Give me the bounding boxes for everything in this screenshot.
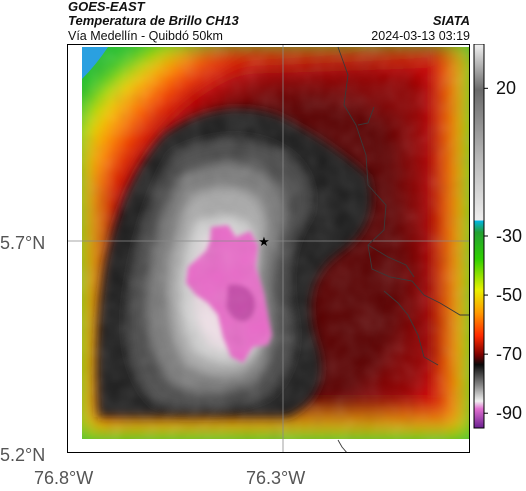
admin-borders [337, 46, 469, 452]
lat-label-5-2N: 5.2°N [0, 445, 46, 465]
temperature-field [78, 45, 469, 439]
colorbar-tick-label: 20 [496, 78, 517, 99]
colorbar-tick-label: -50 [496, 285, 523, 306]
colorbar-gradient [473, 44, 485, 429]
lat-label-5-7N: 5.7°N [0, 233, 46, 253]
colorbar-tick-label: -30 [496, 226, 523, 246]
lon-label-76-3W: 76.3°W [246, 468, 306, 488]
brightness-temperature-map: ★ [68, 45, 469, 452]
map-panel[interactable]: ★ [67, 44, 470, 453]
organization-label: SIATA [432, 13, 470, 28]
colorbar-tick-label: -90 [496, 403, 523, 424]
satellite-name: GOES-EAST [68, 0, 145, 14]
station-star-icon[interactable]: ★ [258, 235, 270, 250]
colorbar-tick-label: -70 [496, 344, 523, 365]
corner-cold-patch [82, 47, 108, 79]
colorbar [473, 44, 488, 429]
timestamp: 2024-03-13 03:19 [371, 29, 470, 43]
region-label: Vía Medellín - Quibdó 50km [68, 29, 223, 43]
lon-label-76-8W: 76.8°W [34, 468, 94, 488]
product-title: Temperatura de Brillo CH13 [68, 13, 239, 28]
